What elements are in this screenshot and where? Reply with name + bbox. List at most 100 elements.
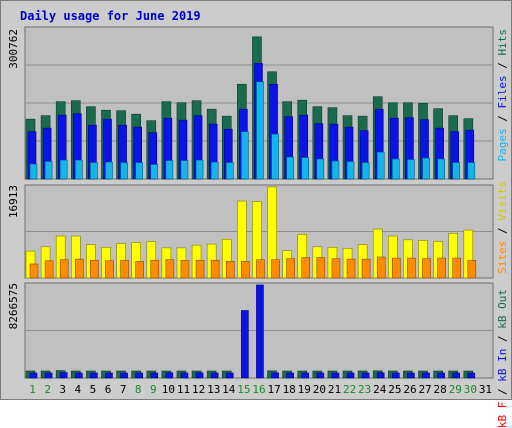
hits-legend-item: Files: [496, 75, 509, 109]
daily-usage-chart: 1 2 3 4 5 6 7 8 9 10 11 12 13 14 15 16 17 18 19 20 21 22 23 24 2…: [24, 26, 494, 396]
pages-bar-day-5: [90, 162, 98, 180]
day-label-2: 2: [44, 383, 51, 396]
chart-title: Daily usage for June 2019: [20, 9, 201, 23]
kb-in-bar-day-5: [90, 372, 98, 379]
pages-bar-day-15: [241, 131, 249, 180]
hits-legend-item: Hits: [496, 29, 509, 56]
kb-in-bar-day-7: [120, 372, 128, 379]
day-label-25: 25: [388, 383, 401, 396]
visits-legend-separator: /: [496, 220, 509, 241]
pages-bar-day-23: [361, 162, 370, 180]
day-label-6: 6: [105, 383, 112, 396]
sites-bar-day-22: [346, 258, 356, 279]
pages-bar-day-2: [44, 161, 53, 180]
kbytes-legend-item: kB F: [496, 401, 509, 428]
day-label-20: 20: [313, 383, 326, 396]
kb-in-bar-day-16: [256, 284, 264, 379]
kbytes-legend-item: kB In: [496, 348, 509, 382]
kb-in-bar-day-21: [331, 372, 340, 379]
kb-in-bar-day-2: [44, 372, 53, 379]
day-label-8: 8: [135, 383, 142, 396]
sites-bar-day-10: [165, 259, 175, 279]
day-label-19: 19: [298, 383, 311, 396]
sites-bar-day-3: [59, 259, 69, 279]
kb-in-bar-day-17: [271, 372, 279, 379]
day-label-14: 14: [222, 383, 236, 396]
pages-bar-day-14: [225, 162, 234, 180]
sites-bar-day-9: [150, 259, 160, 279]
sites-bar-day-28: [437, 257, 446, 279]
sites-bar-day-25: [392, 257, 401, 279]
kb-in-bar-day-22: [346, 372, 355, 379]
pages-bar-day-20: [316, 158, 325, 180]
day-label-1: 1: [29, 383, 36, 396]
pages-bar-day-12: [195, 159, 204, 180]
visits-legend: Sites / Visits: [496, 181, 509, 274]
kb-in-bar-day-9: [150, 372, 159, 379]
kb-in-bar-day-18: [286, 372, 294, 379]
kb-in-bar-day-25: [392, 372, 400, 379]
kb-in-bar-day-1: [29, 372, 38, 379]
sites-bar-day-15: [241, 261, 250, 279]
kb-in-bar-day-26: [407, 372, 415, 379]
sites-bar-day-20: [316, 257, 326, 279]
day-label-22: 22: [343, 383, 356, 396]
kb-in-bar-day-13: [210, 372, 219, 379]
kbytes-legend-separator: /: [496, 328, 509, 349]
sites-bar-day-5: [90, 259, 99, 279]
sites-bar-day-14: [225, 261, 235, 279]
hits-max-label: 300762: [7, 29, 20, 69]
sites-bar-day-26: [407, 257, 416, 279]
kb-in-bar-day-11: [180, 372, 189, 379]
pages-bar-day-17: [271, 133, 279, 180]
sites-bar-day-21: [331, 258, 341, 279]
pages-bar-day-29: [452, 162, 461, 180]
kb-in-bar-day-30: [467, 372, 476, 379]
day-label-26: 26: [403, 383, 416, 396]
pages-bar-day-25: [392, 158, 400, 180]
kbytes-legend-item: kB Out: [496, 289, 509, 329]
kb-in-bar-day-24: [376, 372, 385, 379]
visits-max-label: 16913: [7, 185, 20, 219]
sites-bar-day-13: [210, 259, 220, 279]
day-label-11: 11: [177, 383, 190, 396]
hits-legend: Pages / Files / Hits: [496, 29, 509, 162]
pages-bar-day-18: [286, 156, 294, 180]
kb-in-bar-day-12: [195, 372, 204, 379]
day-label-5: 5: [90, 383, 97, 396]
day-label-10: 10: [162, 383, 175, 396]
hits-legend-separator: /: [496, 55, 509, 76]
hits-legend-item: Pages: [496, 128, 509, 162]
pages-bar-day-6: [105, 161, 113, 180]
day-label-13: 13: [207, 383, 220, 396]
pages-bar-day-16: [256, 81, 264, 180]
sites-bar-day-4: [74, 258, 84, 279]
pages-bar-day-21: [331, 160, 340, 180]
day-label-18: 18: [283, 383, 296, 396]
pages-bar-day-22: [346, 161, 355, 180]
sites-bar-day-7: [120, 259, 129, 279]
day-label-17: 17: [267, 383, 280, 396]
sites-bar-day-1: [29, 263, 39, 279]
pages-bar-day-24: [376, 151, 385, 180]
day-label-30: 30: [464, 383, 477, 396]
kb-in-bar-day-20: [316, 372, 325, 379]
kb-in-bar-day-14: [225, 372, 234, 379]
pages-bar-day-7: [120, 162, 128, 180]
visits-legend-item: Visits: [496, 181, 509, 221]
day-label-16: 16: [252, 383, 265, 396]
sites-bar-day-2: [44, 260, 54, 279]
sites-bar-day-8: [135, 261, 144, 279]
pages-bar-day-28: [437, 158, 445, 180]
sites-bar-day-18: [286, 258, 295, 279]
day-label-28: 28: [434, 383, 447, 396]
sites-bar-day-19: [301, 257, 311, 279]
pages-bar-day-4: [74, 159, 83, 180]
day-label-4: 4: [75, 383, 82, 396]
kb-in-bar-day-3: [59, 372, 68, 379]
kb-in-bar-day-29: [452, 372, 461, 379]
day-label-27: 27: [418, 383, 431, 396]
sites-bar-day-12: [195, 259, 205, 279]
pages-bar-day-8: [135, 162, 143, 180]
